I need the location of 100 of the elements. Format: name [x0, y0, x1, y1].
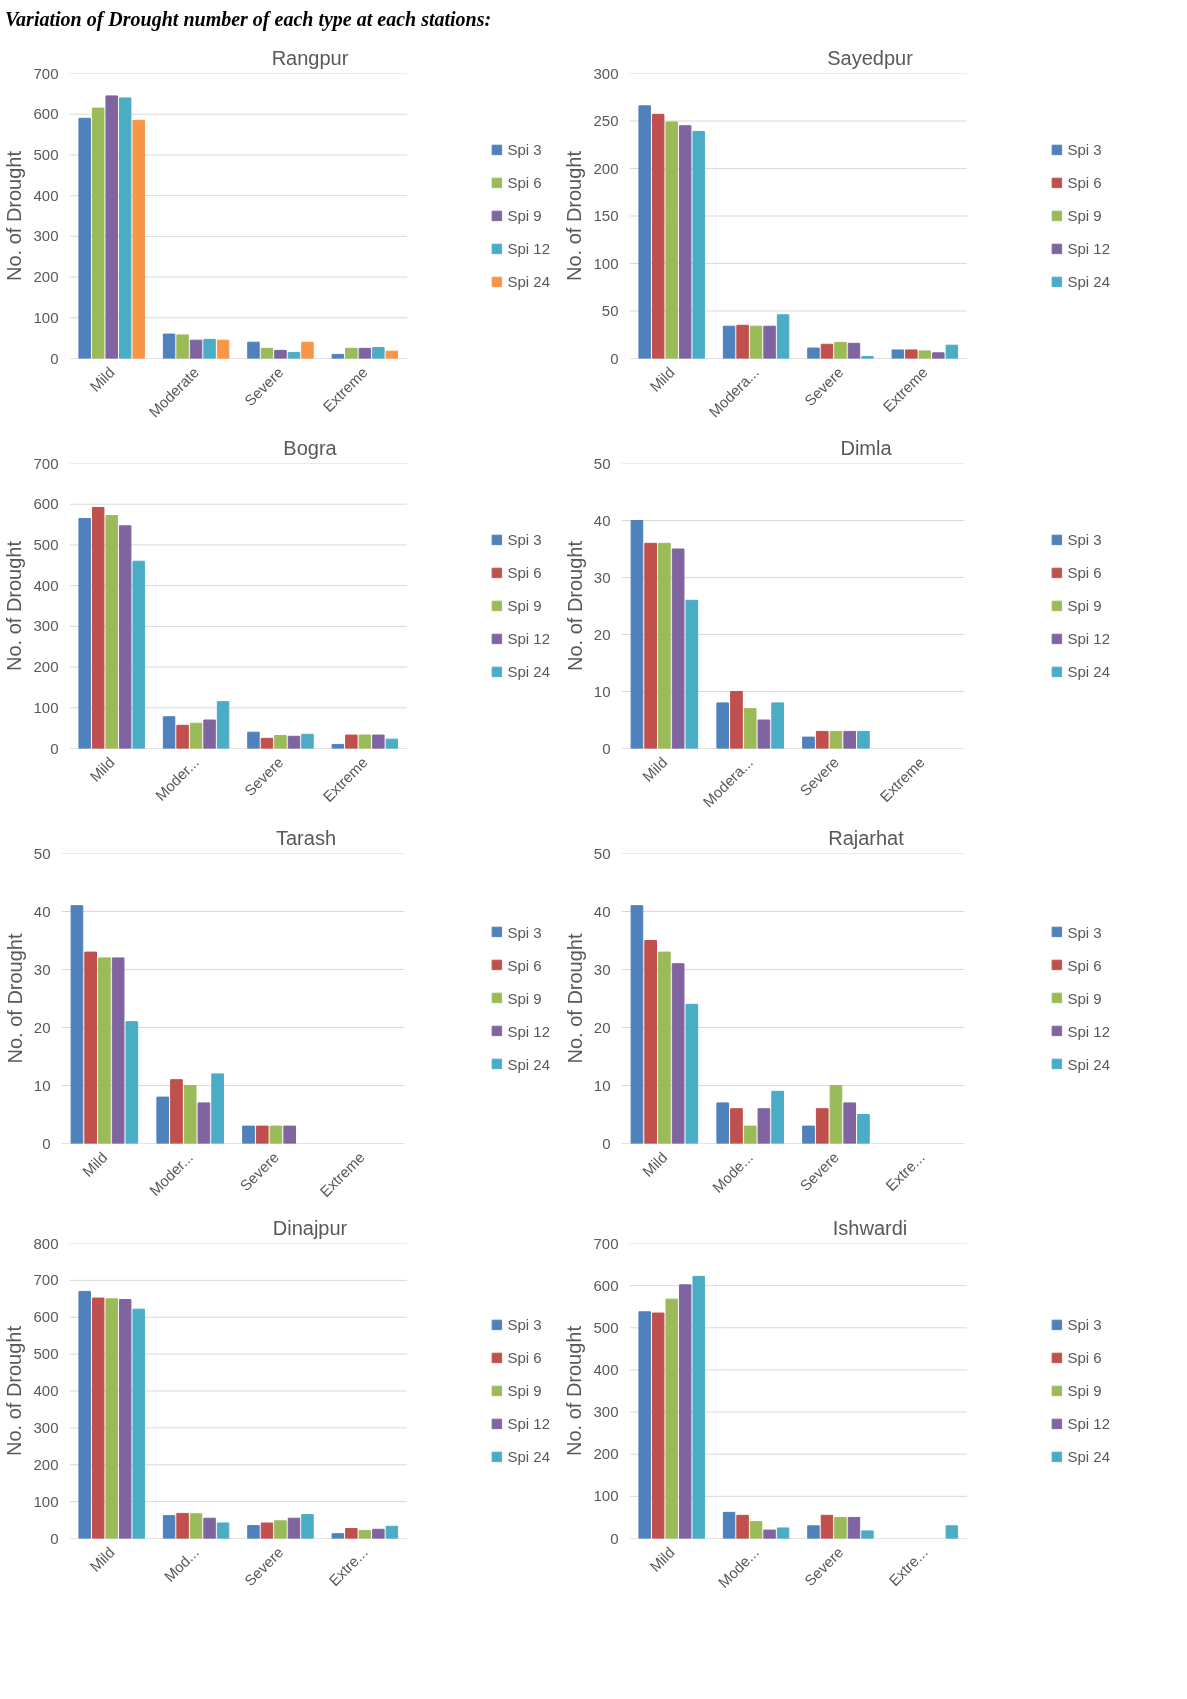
legend-label: Spi 9	[507, 989, 542, 1007]
bar	[170, 1078, 183, 1144]
legend-label: Spi 6	[1067, 1348, 1102, 1366]
legend-label: Spi 3	[1067, 140, 1102, 158]
bar	[203, 1517, 216, 1539]
bar	[671, 962, 685, 1144]
bar	[802, 1125, 815, 1144]
y-tick-label: 300	[33, 1418, 59, 1436]
bar	[132, 560, 145, 749]
y-tick-label: 20	[593, 1018, 611, 1036]
legend-label: Spi 3	[507, 140, 542, 158]
bar	[372, 1528, 385, 1539]
legend-label: Spi 12	[507, 629, 550, 647]
legend-label: Spi 24	[507, 272, 550, 290]
legend-label: Spi 12	[507, 1022, 550, 1040]
bar	[743, 707, 757, 749]
y-tick-label: 50	[601, 301, 619, 319]
y-tick-label: 100	[33, 308, 59, 326]
bar	[176, 1512, 189, 1539]
bar	[84, 951, 97, 1144]
y-tick-label: 20	[33, 1018, 51, 1036]
y-tick-label: 0	[50, 1529, 59, 1547]
y-tick-label: 500	[33, 535, 59, 553]
bar	[358, 1529, 372, 1539]
bar	[260, 737, 274, 749]
y-tick-label: 30	[593, 568, 611, 586]
bar	[105, 514, 118, 749]
legend-label: Spi 12	[507, 1414, 550, 1432]
legend-label: Spi 9	[507, 1381, 542, 1399]
legend-label: Spi 3	[1067, 923, 1102, 941]
legend-label: Spi 12	[1067, 1414, 1110, 1432]
bar	[242, 1125, 255, 1144]
y-tick-label: 400	[593, 1360, 619, 1378]
bar	[716, 1101, 730, 1144]
bar	[372, 346, 385, 359]
y-axis-title: No. of Drought	[3, 150, 26, 281]
y-axis-title: No. of Drought	[3, 1325, 26, 1456]
bar	[211, 1072, 224, 1144]
bar	[749, 325, 763, 359]
y-tick-label: 700	[33, 454, 59, 472]
bar	[331, 1532, 345, 1539]
y-tick-label: 50	[33, 844, 51, 862]
bar	[385, 350, 399, 359]
bar	[301, 733, 314, 749]
bar	[287, 1517, 301, 1539]
y-tick-label: 50	[593, 454, 611, 472]
bar	[771, 1090, 784, 1144]
bar	[736, 1514, 749, 1539]
bar	[176, 333, 189, 359]
bar	[678, 124, 692, 359]
y-tick-label: 300	[593, 1402, 619, 1420]
bar	[757, 719, 771, 749]
bar	[91, 506, 105, 749]
bar	[802, 736, 815, 749]
bar	[918, 349, 932, 359]
bar	[385, 1525, 399, 1539]
legend-label: Spi 3	[507, 530, 542, 548]
bar	[301, 341, 314, 359]
bar	[162, 1514, 176, 1539]
bar	[763, 1529, 776, 1539]
bar	[385, 738, 399, 749]
bar	[834, 1516, 847, 1539]
legend-label: Spi 9	[1067, 596, 1102, 614]
bar	[118, 524, 132, 749]
y-tick-label: 600	[33, 104, 59, 122]
y-tick-label: 600	[33, 1307, 59, 1325]
bar	[658, 542, 671, 749]
bar	[345, 734, 358, 749]
bar	[216, 339, 230, 359]
bar	[847, 342, 861, 359]
bar	[829, 1084, 843, 1144]
legend-label: Spi 24	[1067, 662, 1110, 680]
legend-label: Spi 24	[1067, 1055, 1110, 1073]
legend-label: Spi 24	[507, 1447, 550, 1465]
bar	[287, 735, 301, 749]
bar	[183, 1084, 197, 1144]
bar	[843, 730, 857, 749]
y-tick-label: 600	[33, 494, 59, 512]
bar	[283, 1125, 297, 1144]
y-tick-label: 200	[33, 267, 59, 285]
bar	[274, 349, 287, 359]
bar	[847, 1516, 861, 1539]
y-axis-title: No. of Drought	[3, 932, 26, 1064]
legend-label: Spi 24	[507, 1055, 550, 1073]
bar	[945, 1524, 959, 1539]
bar	[651, 1312, 665, 1539]
y-tick-label: 500	[593, 1318, 619, 1336]
legend-label: Spi 3	[1067, 1315, 1102, 1333]
bar	[345, 1527, 358, 1539]
bar	[331, 743, 345, 749]
y-tick-label: 0	[602, 1134, 611, 1152]
legend-label: Spi 24	[1067, 1447, 1110, 1465]
bar	[162, 333, 176, 359]
chart-title: Dinajpur	[272, 1216, 348, 1239]
bar	[197, 1101, 211, 1144]
y-tick-label: 0	[610, 349, 619, 367]
bar	[771, 701, 784, 749]
legend-label: Spi 12	[507, 239, 550, 257]
y-axis-title: No. of Drought	[563, 540, 586, 671]
legend-label: Spi 12	[1067, 629, 1110, 647]
